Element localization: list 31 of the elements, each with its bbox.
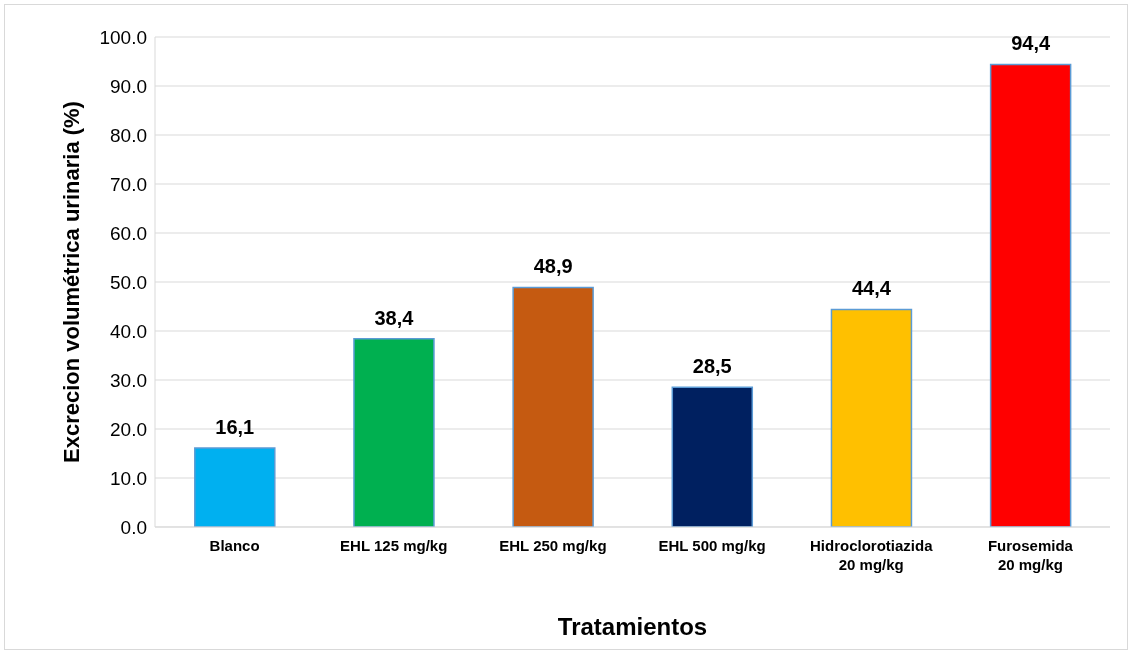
x-axis-title: Tratamientos <box>557 613 708 640</box>
data-label: 16,1 <box>215 416 255 439</box>
y-axis-title: Excrecion volumétrica urinaria (%) <box>59 101 84 463</box>
x-tick-label: Furosemida 20 mg/kg <box>987 537 1074 573</box>
data-label: 28,5 <box>692 355 732 378</box>
data-label: 38,4 <box>374 306 415 329</box>
data-label: 94,4 <box>1011 32 1051 55</box>
bar <box>353 338 435 527</box>
data-label: 44,4 <box>851 277 892 300</box>
x-tick-label: EHL 250 mg/kg <box>499 537 607 554</box>
x-tick-label: EHL 500 mg/kg <box>658 537 766 554</box>
bar <box>512 286 594 527</box>
bar <box>830 308 913 527</box>
y-tick-label: 0.0 <box>120 516 147 538</box>
y-tick-label: 40.0 <box>110 320 147 342</box>
y-tick-label: 10.0 <box>110 467 147 489</box>
y-tick-label: 20.0 <box>110 418 147 440</box>
data-label: 48,9 <box>533 255 573 278</box>
bar <box>671 386 754 527</box>
y-tick-label: 80.0 <box>110 124 147 146</box>
y-tick-label: 50.0 <box>110 271 147 293</box>
y-tick-label: 90.0 <box>110 75 147 97</box>
y-tick-label: 100.0 <box>99 26 147 48</box>
x-tick-label: Blanco <box>209 537 260 554</box>
y-tick-label: 70.0 <box>110 173 147 195</box>
y-tick-label: 30.0 <box>110 369 147 391</box>
x-tick-label: Hidroclorotiazida 20 mg/kg <box>809 537 934 573</box>
bar <box>194 447 276 527</box>
bar <box>989 63 1072 527</box>
y-tick-label: 60.0 <box>110 222 147 244</box>
x-tick-label: EHL 125 mg/kg <box>340 537 448 554</box>
